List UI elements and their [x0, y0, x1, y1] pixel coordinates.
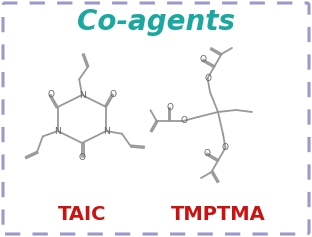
- Text: O: O: [110, 90, 117, 99]
- Text: TAIC: TAIC: [58, 205, 106, 224]
- Text: O: O: [47, 90, 54, 99]
- Text: O: O: [79, 152, 85, 161]
- Text: O: O: [167, 103, 174, 112]
- Text: O: O: [181, 116, 188, 125]
- Text: Co-agents: Co-agents: [77, 8, 235, 36]
- Text: N: N: [103, 127, 110, 136]
- Text: O: O: [222, 143, 229, 152]
- Text: O: O: [204, 149, 211, 158]
- Text: TMPTMA: TMPTMA: [171, 205, 266, 224]
- FancyBboxPatch shape: [3, 3, 309, 234]
- Text: N: N: [54, 127, 61, 136]
- Text: O: O: [200, 55, 207, 64]
- Text: N: N: [79, 91, 85, 100]
- Text: O: O: [204, 74, 211, 83]
